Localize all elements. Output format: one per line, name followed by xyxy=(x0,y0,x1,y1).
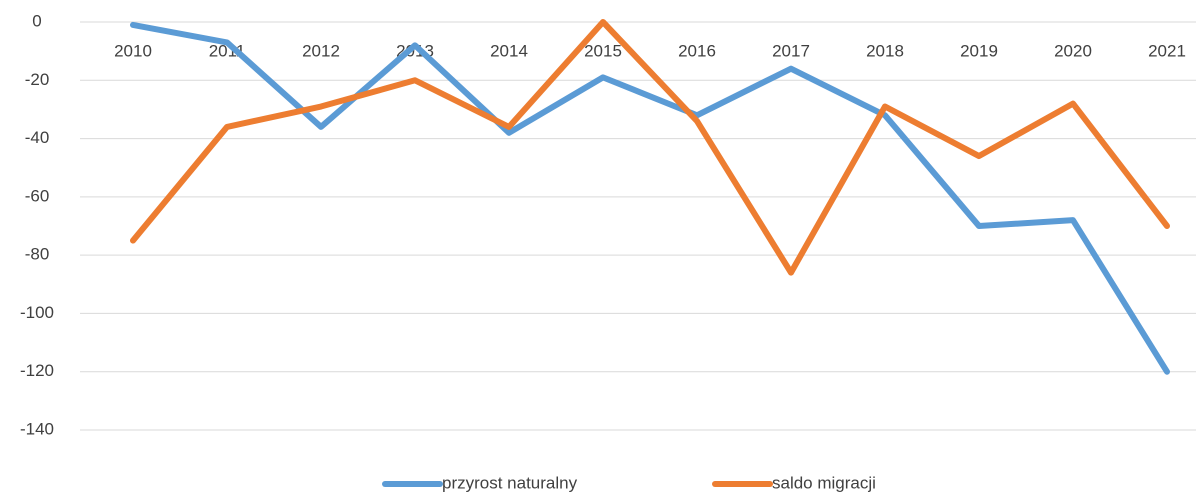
data-line xyxy=(130,19,1170,276)
x-tick-label: 2011 xyxy=(209,41,246,60)
x-tick-label: 2021 xyxy=(1148,41,1186,60)
legend-label: saldo migracji xyxy=(772,473,876,492)
y-tick-label: -140 xyxy=(20,419,54,438)
y-tick-label: -20 xyxy=(25,70,50,89)
x-tick-label: 2020 xyxy=(1054,41,1092,60)
y-tick-label: -80 xyxy=(25,245,50,264)
x-tick-label: 2017 xyxy=(772,41,810,60)
data-line xyxy=(130,21,1170,375)
y-tick-label: -60 xyxy=(25,186,50,205)
x-tick-label: 2019 xyxy=(960,41,998,60)
x-tick-label: 2018 xyxy=(866,41,904,60)
y-tick-label: -100 xyxy=(20,303,54,322)
y-tick-label: 0 xyxy=(32,11,41,30)
x-tick-label: 2014 xyxy=(490,41,528,60)
legend-label: przyrost naturalny xyxy=(442,473,578,492)
x-tick-label: 2016 xyxy=(678,41,716,60)
y-tick-label: -40 xyxy=(25,128,50,147)
y-tick-label: -120 xyxy=(20,361,54,380)
x-tick-label: 2015 xyxy=(584,41,622,60)
x-tick-label: 2010 xyxy=(114,41,152,60)
x-tick-label: 2012 xyxy=(302,41,340,60)
